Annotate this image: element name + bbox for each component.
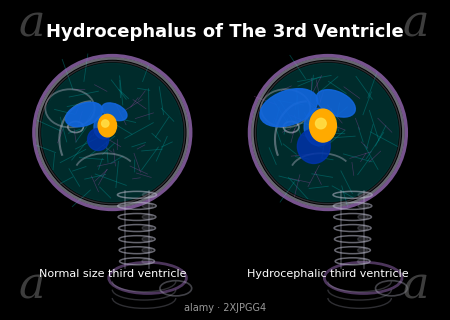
Ellipse shape — [102, 103, 127, 121]
Text: a: a — [403, 2, 429, 45]
Ellipse shape — [260, 89, 318, 127]
Ellipse shape — [316, 90, 356, 117]
Ellipse shape — [142, 248, 152, 252]
Ellipse shape — [315, 118, 326, 129]
Ellipse shape — [102, 120, 109, 127]
Ellipse shape — [142, 237, 152, 242]
Ellipse shape — [358, 237, 368, 242]
Text: Normal size third ventricle: Normal size third ventricle — [39, 269, 186, 279]
Ellipse shape — [143, 192, 153, 197]
Ellipse shape — [304, 108, 335, 146]
Text: a: a — [19, 265, 45, 308]
Ellipse shape — [358, 192, 369, 197]
Ellipse shape — [98, 114, 117, 137]
Ellipse shape — [88, 128, 109, 150]
Ellipse shape — [94, 115, 114, 139]
Ellipse shape — [357, 259, 367, 264]
Ellipse shape — [65, 102, 103, 127]
Ellipse shape — [42, 63, 183, 202]
Ellipse shape — [142, 204, 153, 208]
Text: a: a — [403, 265, 429, 308]
Ellipse shape — [358, 248, 367, 252]
Text: Hydrocephalic third ventricle: Hydrocephalic third ventricle — [247, 269, 409, 279]
Ellipse shape — [257, 63, 398, 202]
Text: a: a — [19, 2, 45, 45]
Ellipse shape — [142, 259, 152, 264]
Ellipse shape — [358, 214, 368, 220]
Text: Hydrocephalus of The 3rd Ventricle: Hydrocephalus of The 3rd Ventricle — [46, 23, 404, 41]
Ellipse shape — [142, 214, 153, 220]
Ellipse shape — [310, 109, 336, 142]
Ellipse shape — [358, 204, 369, 208]
Ellipse shape — [358, 226, 368, 230]
Text: alamy · 2XJPGG4: alamy · 2XJPGG4 — [184, 303, 266, 314]
Ellipse shape — [297, 129, 330, 164]
Ellipse shape — [142, 226, 153, 230]
